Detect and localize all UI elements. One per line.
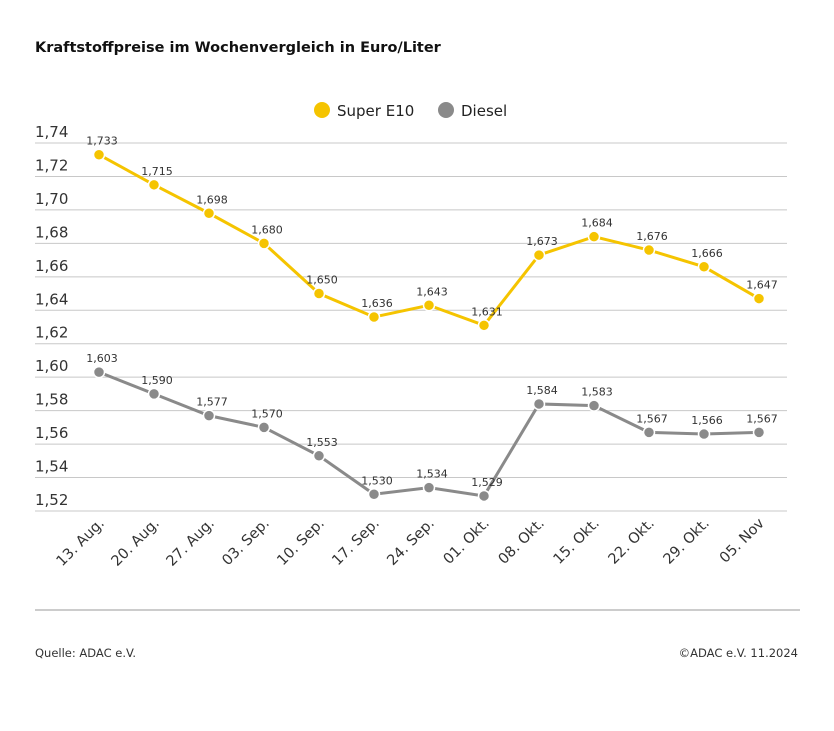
x-tick-label: 15. Okt. — [551, 516, 603, 568]
x-tick-label: 24. Sep. — [384, 516, 437, 569]
data-label: 1,647 — [746, 279, 778, 292]
x-tick-label: 01. Okt. — [441, 516, 493, 568]
data-label: 1,530 — [361, 474, 393, 487]
data-point — [752, 426, 766, 439]
y-tick-label: 1,70 — [35, 190, 68, 208]
data-label: 1,643 — [416, 285, 448, 298]
data-point — [257, 421, 271, 434]
data-label: 1,715 — [141, 165, 173, 178]
x-tick-label: 17. Sep. — [329, 516, 382, 569]
y-tick-label: 1,66 — [35, 257, 68, 275]
x-tick-label: 10. Sep. — [274, 516, 327, 569]
data-label: 1,553 — [306, 436, 338, 449]
series-diesel: 1,603 1,590 1,577 1,570 1,553 1,530 1,534 1,529… — [86, 352, 778, 503]
data-point — [532, 397, 546, 411]
x-tick-label: 29. Okt. — [661, 516, 713, 568]
data-label: 1,673 — [526, 235, 558, 248]
series-super-e10: 1,733 1,715 1,698 1,680 1,650 1,636 1,643 1,631… — [86, 135, 778, 332]
data-point — [422, 299, 436, 312]
data-point — [147, 387, 161, 401]
data-point — [587, 399, 601, 412]
y-tick-label: 1,60 — [35, 357, 68, 375]
legend-label: Diesel — [461, 102, 507, 120]
data-label: 1,698 — [196, 193, 228, 206]
data-point — [92, 365, 106, 379]
data-point — [312, 449, 326, 463]
data-label: 1,680 — [251, 223, 283, 236]
legend-marker — [438, 102, 454, 118]
x-tick-label: 03. Sep. — [219, 516, 272, 569]
data-label: 1,583 — [581, 386, 613, 399]
y-tick-label: 1,64 — [35, 290, 68, 308]
data-label: 1,650 — [306, 274, 338, 287]
data-label: 1,631 — [471, 305, 503, 318]
data-point — [147, 178, 161, 192]
y-tick-label: 1,52 — [35, 491, 68, 509]
y-tick-label: 1,62 — [35, 324, 68, 342]
data-label: 1,603 — [86, 352, 118, 365]
x-tick-label: 13. Aug. — [54, 516, 108, 570]
legend-label: Super E10 — [337, 102, 414, 120]
x-tick-label: 08. Okt. — [496, 516, 548, 568]
data-point — [202, 409, 216, 422]
x-tick-label: 20. Aug. — [109, 516, 163, 570]
data-point — [532, 248, 546, 262]
data-point — [477, 319, 491, 332]
data-label: 1,534 — [416, 468, 448, 481]
data-point — [642, 426, 656, 439]
copyright-note: ©ADAC e.V. 11.2024 — [678, 646, 798, 660]
data-label: 1,666 — [691, 247, 723, 260]
y-tick-label: 1,54 — [35, 458, 68, 476]
data-point — [752, 292, 766, 305]
line-chart: 1,52 1,54 1,56 1,58 1,60 1,62 1,64 1,66 1,68 1,70… — [35, 102, 787, 570]
y-tick-label: 1,58 — [35, 391, 68, 409]
divider — [35, 609, 800, 611]
data-point — [697, 260, 711, 274]
y-tick-label: 1,68 — [35, 223, 68, 241]
legend-marker — [314, 102, 330, 118]
data-point — [257, 237, 271, 250]
data-label: 1,567 — [746, 412, 778, 425]
data-label: 1,567 — [636, 412, 668, 425]
x-tick-label: 05. Nov — [717, 515, 768, 566]
data-point — [92, 148, 106, 161]
data-point — [477, 489, 491, 503]
source-note: Quelle: ADAC e.V. — [35, 646, 137, 660]
data-label: 1,733 — [86, 135, 118, 148]
chart-title: Kraftstoffpreise im Wochenvergleich in E… — [35, 40, 441, 56]
x-tick-label: 22. Okt. — [606, 516, 658, 568]
data-point — [697, 427, 711, 441]
data-point — [312, 287, 326, 300]
data-label: 1,684 — [581, 217, 613, 230]
data-point — [367, 488, 381, 501]
data-point — [642, 243, 656, 257]
data-label: 1,584 — [526, 384, 558, 397]
y-tick-label: 1,56 — [35, 424, 68, 442]
data-point — [587, 230, 601, 243]
data-point — [367, 310, 381, 324]
data-point — [422, 481, 436, 494]
data-label: 1,590 — [141, 374, 173, 387]
data-label: 1,570 — [251, 407, 283, 420]
data-label: 1,577 — [196, 396, 228, 409]
x-tick-label: 27. Aug. — [164, 516, 218, 570]
data-point — [202, 207, 216, 220]
data-label: 1,676 — [636, 230, 668, 243]
data-label: 1,636 — [361, 297, 393, 310]
data-label: 1,566 — [691, 414, 723, 427]
y-tick-label: 1,74 — [35, 123, 68, 141]
data-label: 1,529 — [471, 476, 503, 489]
y-tick-label: 1,72 — [35, 156, 68, 174]
